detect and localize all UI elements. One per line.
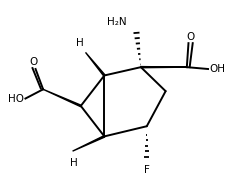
Polygon shape bbox=[141, 67, 187, 68]
Polygon shape bbox=[86, 52, 105, 76]
Polygon shape bbox=[43, 89, 81, 107]
Polygon shape bbox=[73, 136, 105, 151]
Text: H: H bbox=[76, 38, 83, 48]
Text: H₂N: H₂N bbox=[107, 17, 127, 27]
Text: H: H bbox=[70, 158, 77, 168]
Text: HO: HO bbox=[8, 94, 23, 105]
Text: O: O bbox=[187, 32, 195, 42]
Text: OH: OH bbox=[209, 64, 225, 74]
Text: O: O bbox=[29, 57, 37, 67]
Text: F: F bbox=[144, 165, 150, 175]
